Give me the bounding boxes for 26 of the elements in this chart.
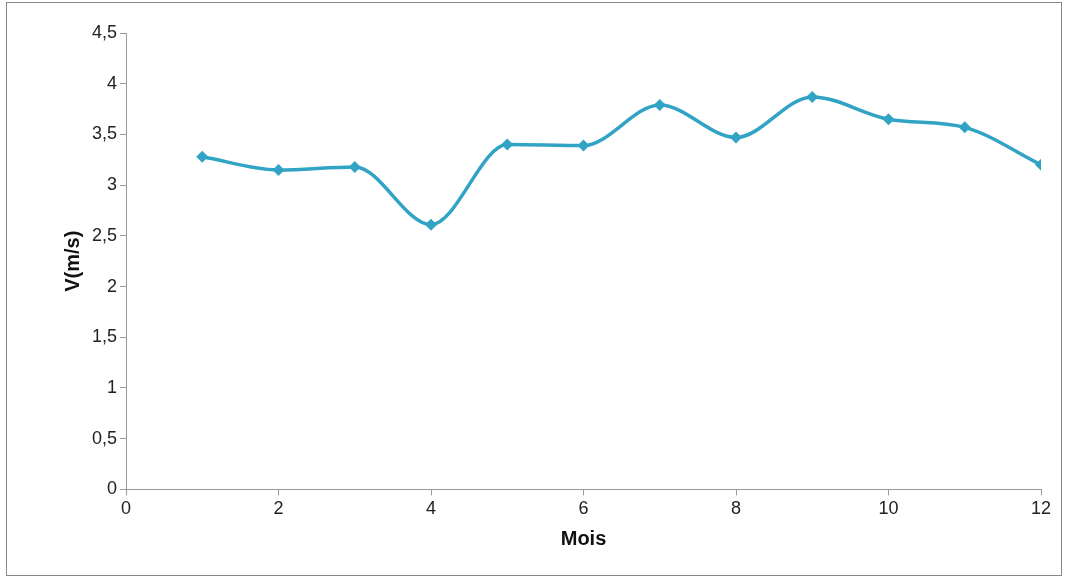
point (882, 113, 895, 126)
y-axis-title: V(m/s) (60, 230, 83, 292)
y-tick-label: 0 (107, 478, 118, 499)
point (196, 150, 209, 163)
y-tick-label: 3,5 (91, 123, 118, 144)
y-tick-label: 4,5 (91, 21, 118, 42)
y-tick-label: 4 (107, 72, 118, 93)
point (272, 163, 285, 176)
point (958, 121, 971, 134)
x-tick-label: 10 (878, 498, 899, 519)
y-tick-label: 3 (107, 174, 118, 195)
point (730, 131, 743, 144)
x-tick-label: 8 (731, 498, 742, 519)
x-tick-label: 4 (426, 498, 437, 519)
y-tick-label: 1 (107, 376, 118, 397)
x-tick-label: 6 (578, 498, 589, 519)
y-tick-label: 1,5 (91, 326, 118, 347)
x-axis-title: Mois (560, 526, 607, 549)
point (653, 99, 666, 112)
y-tick-label: 2 (107, 275, 118, 296)
x-tick-label: 12 (1030, 498, 1052, 519)
x-tick-label: 0 (121, 498, 132, 519)
y-tick-label: 0,5 (91, 427, 118, 448)
x-tick-label: 2 (273, 498, 284, 519)
point (425, 218, 438, 231)
y-tick-label: 2,5 (91, 224, 118, 245)
